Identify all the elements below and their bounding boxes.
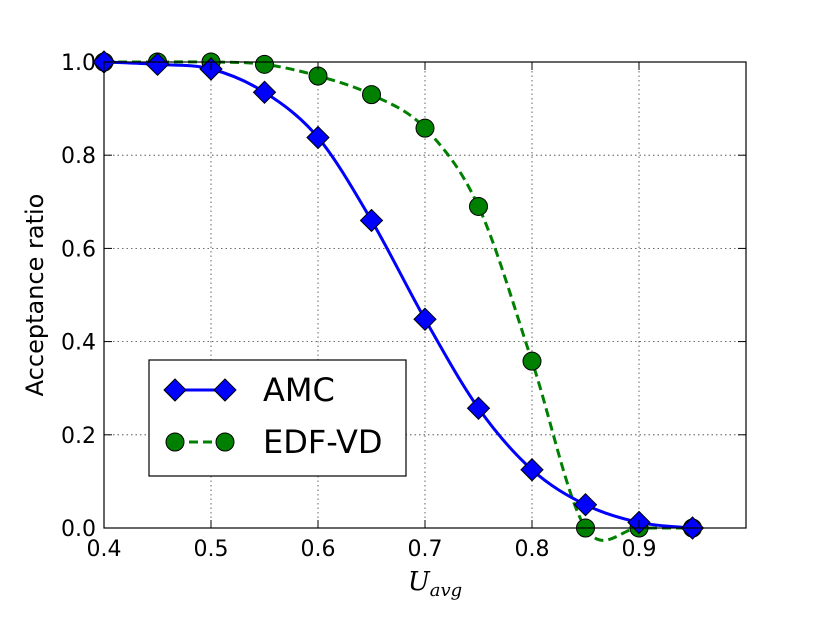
x-tick-label: 0.4 bbox=[87, 537, 122, 562]
x-tick-label: 0.6 bbox=[301, 537, 336, 562]
legend-label: EDF-VD bbox=[263, 423, 382, 461]
y-tick-label: 0.2 bbox=[61, 424, 96, 449]
data-point bbox=[415, 118, 435, 138]
x-tick-label: 0.7 bbox=[408, 537, 443, 562]
legend: AMC EDF-VD bbox=[148, 359, 407, 477]
data-point bbox=[362, 85, 381, 105]
legend-label: AMC bbox=[263, 371, 335, 409]
legend-entry-edf-vd: EDF-VD bbox=[165, 423, 382, 461]
legend-entries: AMC EDF-VD bbox=[163, 371, 382, 461]
y-axis-label: Acceptance ratio bbox=[21, 194, 49, 397]
data-point bbox=[359, 208, 384, 233]
x-axis-label-main: U bbox=[408, 567, 431, 597]
tick-layer: 0.4 0.5 0.6 0.7 0.8 0.9 0.0 0.2 0.4 0.6 0.8 1.0 bbox=[61, 51, 746, 562]
data-point bbox=[306, 125, 330, 150]
data-point bbox=[573, 492, 598, 517]
data-point bbox=[145, 52, 170, 77]
legend-entry-amc: AMC bbox=[163, 371, 335, 409]
data-point bbox=[469, 196, 488, 216]
y-tick-label: 0.0 bbox=[61, 517, 96, 542]
x-tick-label: 0.9 bbox=[622, 537, 657, 562]
data-point bbox=[252, 80, 277, 104]
data-point bbox=[466, 396, 491, 420]
data-point bbox=[522, 351, 542, 371]
x-tick-label: 0.5 bbox=[194, 537, 229, 562]
data-point bbox=[520, 458, 544, 482]
data-point bbox=[413, 307, 437, 331]
x-axis-label-sub: avg bbox=[430, 580, 462, 601]
label-layer: Acceptance ratio Uavg bbox=[21, 194, 462, 601]
y-tick-label: 0.8 bbox=[61, 144, 96, 169]
x-tick-label: 0.8 bbox=[515, 537, 550, 562]
legend-marker bbox=[163, 378, 187, 402]
y-tick-label: 0.6 bbox=[61, 237, 96, 262]
legend-marker bbox=[213, 378, 237, 402]
legend-marker bbox=[165, 432, 185, 452]
y-tick-label: 1.0 bbox=[61, 51, 96, 76]
legend-marker bbox=[215, 432, 235, 452]
y-tick-label: 0.4 bbox=[61, 331, 96, 356]
data-point bbox=[255, 54, 274, 74]
legend-box bbox=[148, 359, 407, 477]
series-layer bbox=[92, 50, 705, 542]
x-axis-label: Uavg bbox=[408, 567, 462, 601]
